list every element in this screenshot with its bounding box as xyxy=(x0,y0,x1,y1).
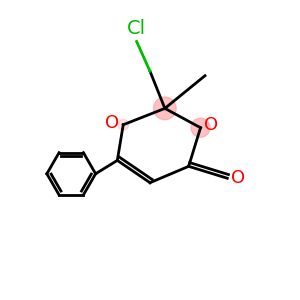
Text: O: O xyxy=(105,114,119,132)
Text: O: O xyxy=(204,116,218,134)
Text: O: O xyxy=(231,169,245,187)
Text: Cl: Cl xyxy=(127,19,146,38)
Circle shape xyxy=(154,97,176,120)
Circle shape xyxy=(118,119,129,130)
Circle shape xyxy=(191,118,210,137)
